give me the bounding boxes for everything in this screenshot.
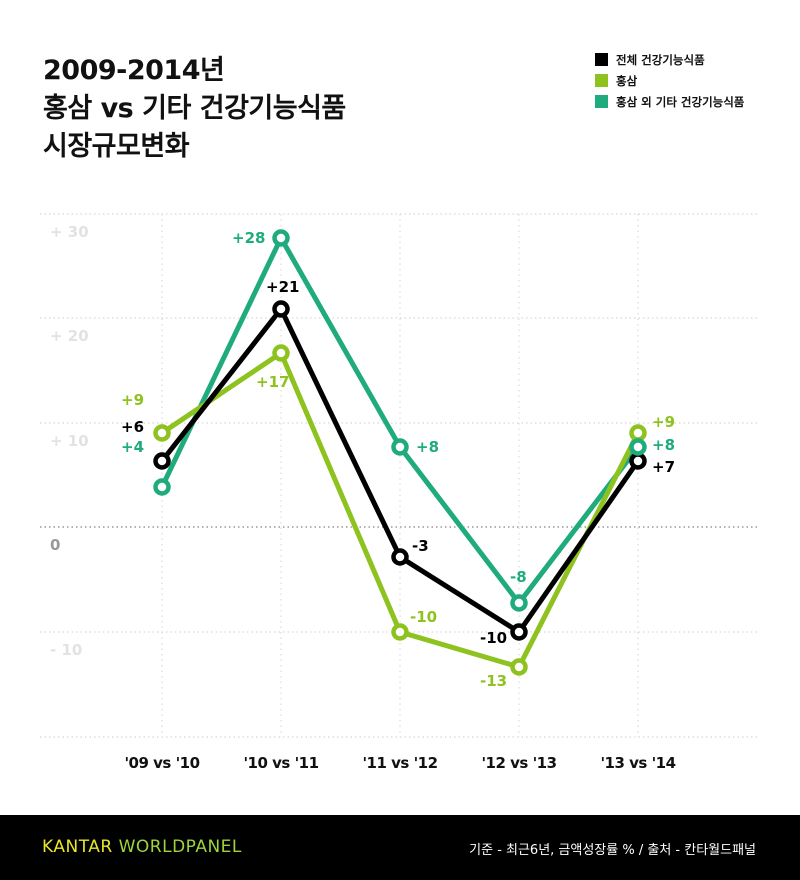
legend-item-redginseng: 홍삼: [595, 70, 744, 91]
line-chart: + 30 + 20 + 10 0 - 10 '09 vs '10 '10 vs …: [40, 213, 760, 772]
data-label-other-1: +28: [232, 229, 266, 247]
chart-plot-area: [40, 213, 760, 738]
x-tick-10-11: '10 vs '11: [243, 754, 319, 772]
brand-worldpanel: WORLDPANEL: [118, 837, 242, 857]
chart-title: 2009-2014년 홍삼 vs 기타 건강기능식품 시장규모변화: [43, 52, 346, 166]
legend: 전체 건강기능식품 홍삼 홍삼 외 기타 건강기능식품: [595, 49, 744, 112]
title-line-1: 2009-2014년: [43, 55, 225, 86]
data-label-total-0: +6: [121, 418, 145, 436]
x-tick-12-13: '12 vs '13: [481, 754, 557, 772]
data-label-redginseng-2: -10: [410, 608, 438, 626]
data-label-total-2: -3: [412, 537, 429, 555]
y-tick-30: + 30: [50, 223, 89, 241]
legend-item-total: 전체 건강기능식품: [595, 49, 744, 70]
legend-label-redginseng: 홍삼: [616, 73, 638, 88]
data-label-redginseng-3: -13: [480, 672, 508, 690]
data-label-redginseng-0: +9: [121, 391, 145, 409]
y-tick-10: + 10: [50, 432, 89, 450]
y-tick-minus-10: - 10: [50, 641, 83, 659]
markers-redginseng: [153, 344, 647, 676]
data-label-total-3: -10: [480, 629, 508, 647]
legend-swatch-redginseng: [595, 74, 608, 87]
title-line-2: 홍삼 vs 기타 건강기능식품: [43, 93, 346, 124]
title-line-3: 시장규모변화: [43, 131, 190, 162]
data-label-total-4: +7: [652, 458, 676, 476]
legend-swatch-total: [595, 53, 608, 66]
vertical-gridlines: [161, 214, 639, 737]
footer-bar: KANTAR WORLDPANEL 기준 - 최근6년, 금액성장률 % / 출…: [0, 815, 800, 880]
data-label-other-2: +8: [416, 438, 440, 456]
kantar-worldpanel-logo: KANTAR WORLDPANEL: [42, 837, 242, 857]
data-label-other-4: +8: [652, 436, 676, 454]
x-tick-11-12: '11 vs '12: [362, 754, 438, 772]
data-label-other-3: -8: [510, 568, 527, 586]
source-note: 기준 - 최근6년, 금액성장률 % / 출처 - 칸타월드패널: [469, 843, 756, 858]
legend-item-other: 홍삼 외 기타 건강기능식품: [595, 91, 744, 112]
legend-label-other: 홍삼 외 기타 건강기능식품: [616, 94, 745, 109]
data-label-other-0: +4: [121, 438, 145, 456]
data-label-total-1: +21: [266, 278, 300, 296]
x-tick-13-14: '13 vs '14: [600, 754, 676, 772]
data-label-redginseng-4: +9: [652, 413, 676, 431]
legend-label-total: 전체 건강기능식품: [616, 52, 705, 67]
markers-other: [153, 229, 647, 612]
y-tick-0: 0: [50, 536, 61, 554]
brand-kantar: KANTAR: [42, 837, 119, 857]
data-label-redginseng-1: +17: [256, 373, 290, 391]
legend-swatch-other: [595, 95, 608, 108]
y-tick-20: + 20: [50, 327, 89, 345]
x-tick-09-10: '09 vs '10: [124, 754, 200, 772]
series-line-redginseng: [160, 349, 641, 670]
